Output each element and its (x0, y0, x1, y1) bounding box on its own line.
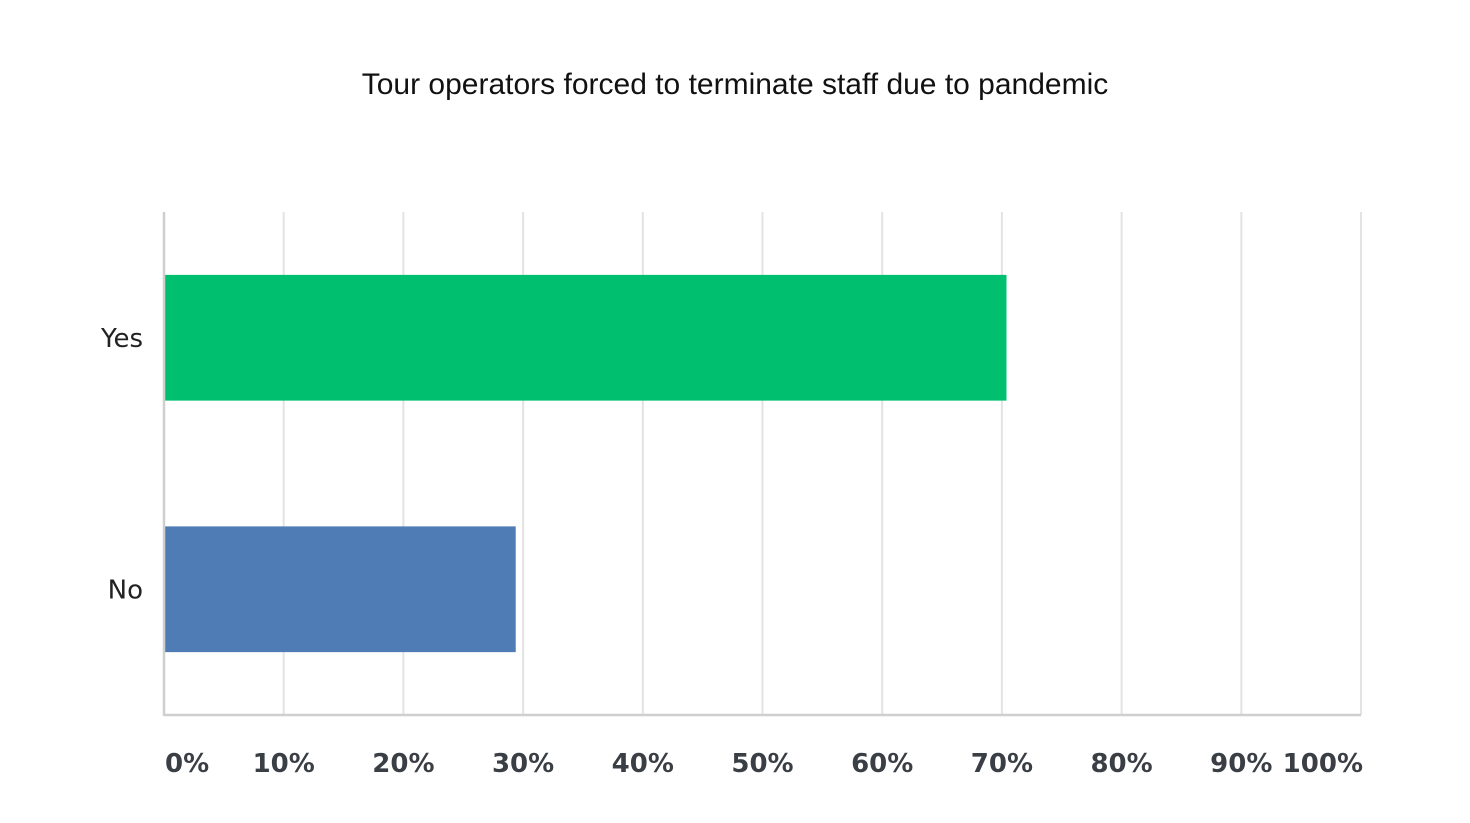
x-tick-label: 70% (971, 749, 1033, 779)
x-tick-label: 90% (1210, 749, 1272, 779)
category-label: Yes (100, 324, 143, 354)
x-tick-label: 50% (731, 749, 793, 779)
bar-yes (165, 274, 1007, 401)
x-tick-label: 60% (851, 749, 913, 779)
x-tick-label: 80% (1090, 749, 1152, 779)
category-label: No (108, 575, 143, 605)
x-tick-label: 20% (372, 749, 434, 779)
labels: 0% 10% 20% 30% 40% 50% 60% 70% 80% 90% 100% Yes No (100, 324, 1363, 779)
x-tick-label: 10% (253, 749, 315, 779)
bar-no (165, 526, 516, 653)
x-tick-label: 40% (612, 749, 674, 779)
x-tick-label: 30% (492, 749, 554, 779)
axes (162, 212, 1361, 717)
chart-title: Tour operators forced to terminate staff… (361, 68, 1109, 101)
x-tick-label: 100% (1283, 749, 1363, 779)
bars (165, 274, 1007, 653)
x-tick-label: 0% (165, 749, 209, 779)
